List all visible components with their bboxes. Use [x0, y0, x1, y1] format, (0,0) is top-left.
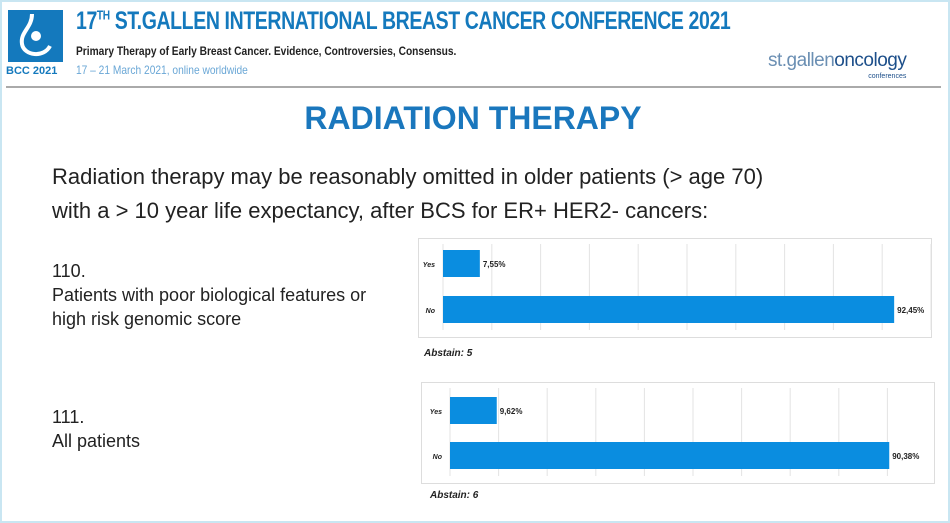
conference-subtitle: Primary Therapy of Early Breast Cancer. …	[76, 44, 457, 58]
question-111: 111. All patients	[52, 405, 140, 453]
category-label: Yes	[423, 262, 435, 269]
slide-title: RADIATION THERAPY	[304, 100, 642, 136]
question-text: Patients with poor biological features o…	[52, 285, 367, 305]
question-text: high risk genomic score	[52, 309, 242, 329]
statement: Radiation therapy may be reasonably omit…	[52, 160, 763, 228]
statement-line-1: Radiation therapy may be reasonably omit…	[52, 164, 764, 189]
category-label: Yes	[430, 409, 442, 416]
bar-yes	[450, 397, 497, 424]
header-divider	[6, 86, 941, 88]
bar-no	[450, 442, 890, 469]
brand-small: conferences	[868, 73, 907, 80]
vote-chart-110: Yes 7,55% No 92,45%	[418, 238, 932, 338]
bar-no	[443, 296, 895, 323]
conference-dates: 17 – 21 March 2021, online worldwide	[76, 63, 248, 77]
category-label: No	[426, 308, 436, 315]
data-label: 7,55%	[483, 260, 506, 269]
title-sup: TH	[96, 7, 110, 23]
bcc-logo	[8, 10, 63, 62]
brand-right: oncology	[834, 50, 907, 71]
question-number: 111.	[52, 407, 85, 427]
abstain-count: Abstain: 5	[424, 348, 473, 359]
brand-logo: st.gallenoncology conferences	[768, 50, 907, 80]
drop-icon	[19, 13, 52, 56]
logo-text: BCC 2021	[6, 65, 58, 77]
data-label: 9,62%	[500, 407, 523, 416]
question-number: 110.	[52, 261, 86, 281]
title-number: 17	[76, 7, 97, 35]
question-110: 110. Patients with poor biological featu…	[52, 259, 366, 331]
bar-yes	[443, 250, 480, 277]
statement-line-2: with a > 10 year life expectancy, after …	[52, 198, 709, 223]
data-label: 92,45%	[897, 306, 924, 315]
data-label: 90,38%	[892, 452, 919, 461]
abstain-count: Abstain: 6	[430, 490, 479, 501]
category-label: No	[433, 454, 443, 461]
brand-left: st.gallen	[768, 50, 835, 71]
question-text: All patients	[52, 431, 141, 451]
vote-chart-111: Yes 9,62% No 90,38%	[421, 382, 935, 484]
conference-title: 17TH ST.GALLEN INTERNATIONAL BREAST CANC…	[76, 7, 731, 36]
title-text: ST.GALLEN INTERNATIONAL BREAST CANCER CO…	[109, 7, 731, 35]
